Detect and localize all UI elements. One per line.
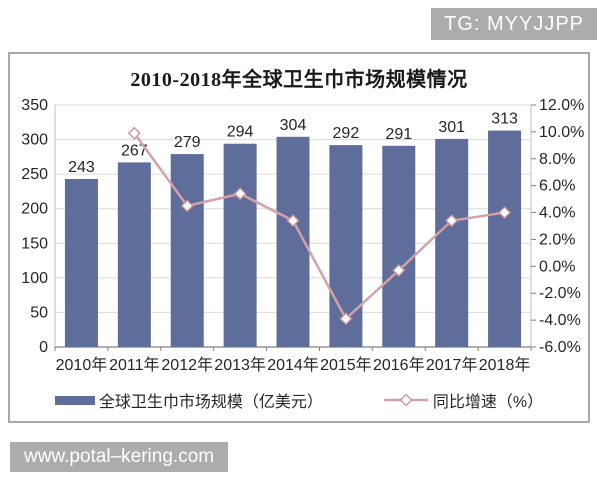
diamond-marker-icon [392,263,406,277]
legend-item-growth-rate: 同比增速（%） [383,388,543,412]
bar [64,178,98,347]
bar-value-label: 243 [68,159,95,176]
bar-value-label: 301 [438,119,465,136]
bar [223,143,257,347]
x-axis-category-label: 2017年 [426,356,478,374]
bar-value-label: 291 [385,126,412,143]
bar-value-label: 304 [280,117,307,134]
x-axis-category-label: 2013年 [214,356,266,374]
bar-series [64,130,522,347]
left-axis-tick-label: 300 [21,132,48,149]
watermark-bottom-text: www.potal–kering.com [24,446,215,467]
diamond-marker-icon [180,199,194,213]
x-axis-category-label: 2015年 [320,356,372,374]
diamond-marker-icon [498,206,512,220]
x-axis-category-label: 2010年 [56,356,108,374]
left-axis-tick-label: 150 [21,235,48,252]
bar [117,162,151,347]
line-series-swatch-icon [383,393,428,407]
bar-series-swatch-icon [54,395,95,405]
combo-chart-plot: 350 300 250 200 150 100 50 0 12.0% 10.0% 8.0% 6.0% 4… [21,98,584,374]
right-axis-tick-label: -4.0% [539,312,581,329]
chart-legend: 全球卫生巾市场规模（亿美元） 同比增速（%） [10,382,588,418]
x-axis-category-label: 2014年 [267,356,319,374]
watermark-badge-bottom: www.potal–kering.com [10,442,229,472]
growth-line-markers [127,126,512,326]
growth-line [133,132,505,321]
right-axis-tick-label: -6.0% [539,339,581,356]
bar-value-label: 279 [174,134,201,151]
bar [382,145,416,347]
right-axis-tick-label: 6.0% [539,178,575,195]
bar [435,138,469,347]
chart-panel: 2010-2018年全球卫生巾市场规模情况 350 300 250 200 150 100… [8,52,590,423]
right-axis-tick-label: 0.0% [539,258,575,275]
diamond-marker-icon [445,214,459,228]
right-axis-tick-label: 2.0% [539,231,575,248]
right-axis-tick-label: 12.0% [539,98,584,114]
legend-label-growth-rate: 同比增速（%） [432,394,544,411]
bar-value-label: 292 [333,125,360,142]
right-axis-tick-label: -2.0% [539,285,581,302]
left-axis-tick-label: 250 [21,166,48,183]
diamond-marker-icon [286,214,300,228]
right-axis-tick-label: 4.0% [539,205,575,222]
diamond-marker-icon [233,187,247,201]
right-axis-tick-label: 8.0% [539,151,575,168]
left-axis-tick-label: 350 [21,98,48,114]
legend-item-market-size: 全球卫生巾市场规模（亿美元） [54,388,323,412]
left-axis-tick-label: 0 [39,339,48,356]
x-axis-category-label: 2018年 [479,356,531,374]
left-axis-tick-label: 100 [21,270,48,287]
legend-label-market-size: 全球卫生巾市场规模（亿美元） [98,394,323,411]
left-axis-tick-label: 200 [21,201,48,218]
bar-value-label: 267 [121,142,148,159]
x-axis-category-label: 2016年 [373,356,425,374]
watermark-top-text: TG: MYYJJPP [444,12,584,35]
left-axis-tick-label: 50 [30,304,48,321]
bar-value-label: 294 [227,124,254,141]
x-axis-category-label: 2011年 [109,356,159,374]
right-axis-tick-label: 10.0% [539,124,584,141]
diamond-marker-icon [127,126,141,140]
axis-ticks [54,104,536,351]
watermark-badge-top: TG: MYYJJPP [431,8,597,40]
bar-value-label: 313 [491,111,518,128]
chart-title: 2010-2018年全球卫生巾市场规模情况 [130,69,468,91]
bar [170,154,204,347]
diamond-marker-icon [339,312,353,326]
bar [488,130,522,347]
x-axis-category-label: 2012年 [161,356,213,374]
